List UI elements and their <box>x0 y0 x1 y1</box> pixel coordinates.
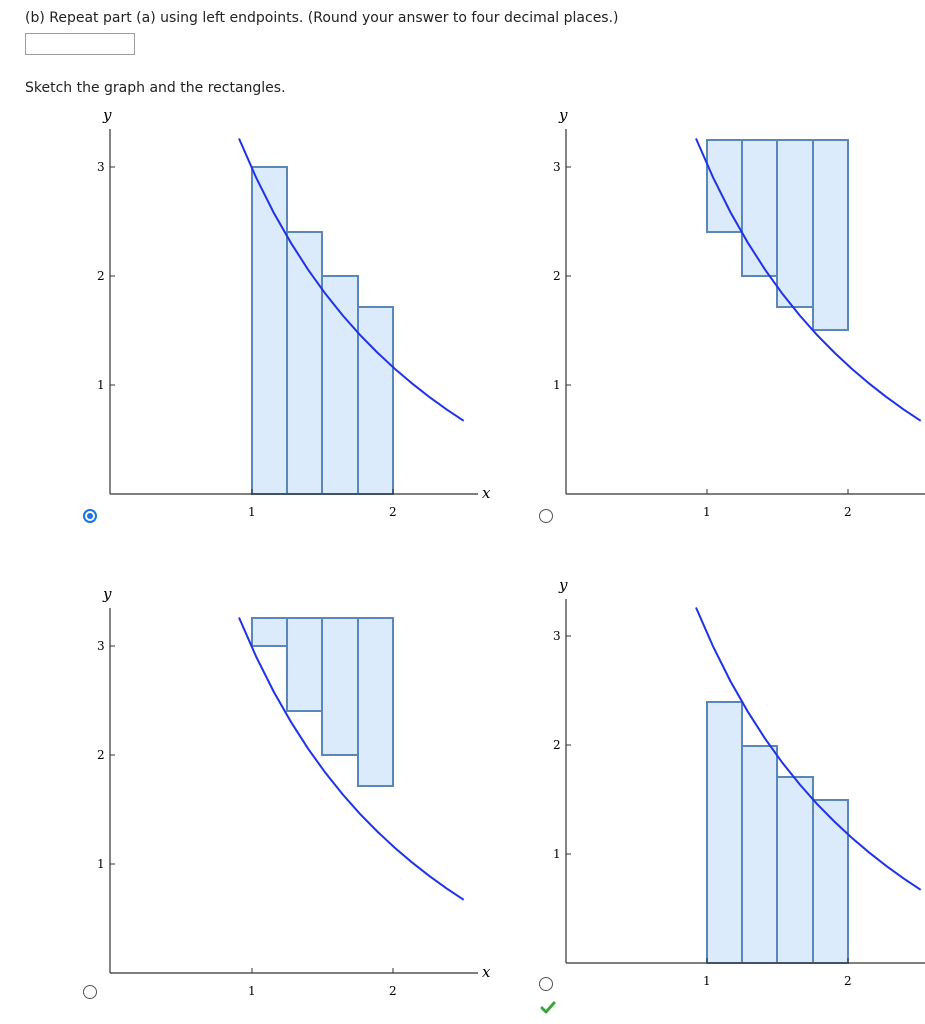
rectangle <box>812 139 849 331</box>
y-tick-label: 2 <box>553 269 561 283</box>
radio-option-top-left[interactable] <box>83 509 97 523</box>
y-tick-label: 1 <box>553 378 561 392</box>
radio-option-bottom-right[interactable] <box>539 977 553 991</box>
rectangle <box>812 799 849 964</box>
y-tick-label: 1 <box>97 857 105 871</box>
y-tick-label: 2 <box>97 748 105 762</box>
y-axis-label: y <box>102 585 112 603</box>
rectangle <box>741 745 778 964</box>
rectangle <box>321 617 359 756</box>
rectangles <box>706 701 849 964</box>
checkmark-icon <box>540 1001 556 1014</box>
question-prompt: (b) Repeat part (a) using left endpoints… <box>25 10 619 26</box>
graph-top-left: y x 3 2 1 1 2 <box>97 106 491 519</box>
y-tick-label: 3 <box>553 160 561 174</box>
y-axis-label: y <box>558 106 568 124</box>
curve <box>695 607 922 891</box>
y-tick-label: 2 <box>97 269 105 283</box>
x-tick-label: 1 <box>248 505 256 519</box>
rectangle <box>286 231 323 495</box>
x-tick-label: 2 <box>389 505 397 519</box>
x-axis-label: x <box>482 484 491 502</box>
curve <box>238 138 465 422</box>
y-tick-label: 2 <box>553 738 561 752</box>
y-tick-label: 1 <box>97 378 105 392</box>
x-tick-label: 1 <box>248 984 256 998</box>
rectangle <box>321 275 359 495</box>
rectangle <box>357 306 394 495</box>
rectangles <box>251 166 394 495</box>
rectangles <box>251 617 394 787</box>
rectangle <box>741 139 778 277</box>
y-tick-label: 3 <box>97 160 105 174</box>
answer-input[interactable] <box>25 33 135 55</box>
rectangle <box>776 139 814 308</box>
sketch-instruction: Sketch the graph and the rectangles. <box>25 80 286 96</box>
x-axis-label: x <box>482 963 491 981</box>
rectangle <box>286 617 323 712</box>
rectangle <box>357 617 394 787</box>
x-tick-label: 2 <box>844 974 852 988</box>
y-axis-label: y <box>102 106 112 124</box>
curve <box>695 138 922 422</box>
x-tick-label: 1 <box>703 505 711 519</box>
graph-bottom-left: y x 3 2 1 1 2 <box>97 585 491 998</box>
graph-top-right: y 3 2 1 1 2 <box>553 106 925 519</box>
graph-bottom-right: y 3 2 1 1 2 <box>553 576 925 988</box>
radio-option-top-right[interactable] <box>539 509 553 523</box>
x-tick-label: 2 <box>844 505 852 519</box>
curve <box>238 617 465 901</box>
rectangle <box>706 139 743 233</box>
rectangle <box>251 617 288 647</box>
y-axis-label: y <box>558 576 568 594</box>
rectangle <box>776 776 814 964</box>
y-tick-label: 3 <box>97 639 105 653</box>
x-tick-label: 2 <box>389 984 397 998</box>
rectangles <box>706 139 849 331</box>
rectangle <box>706 701 743 964</box>
rectangle <box>251 166 288 495</box>
y-tick-label: 1 <box>553 847 561 861</box>
radio-option-bottom-left[interactable] <box>83 985 97 999</box>
x-tick-label: 1 <box>703 974 711 988</box>
y-tick-label: 3 <box>553 629 561 643</box>
